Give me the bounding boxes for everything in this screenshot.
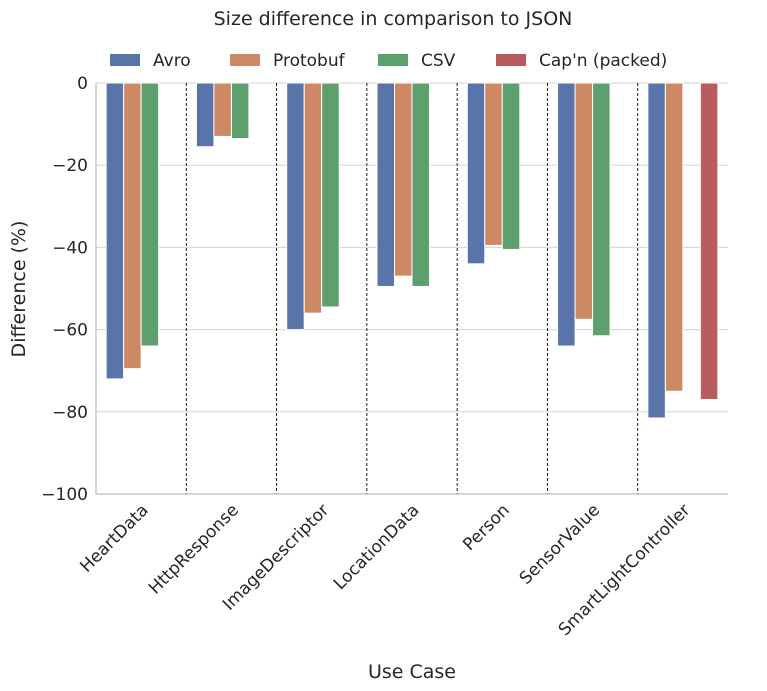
bar xyxy=(411,82,430,287)
y-tick-label: −100 xyxy=(41,485,88,505)
bar xyxy=(699,82,719,400)
y-tick-label: −40 xyxy=(52,238,88,258)
category-separators xyxy=(185,83,639,494)
bar xyxy=(303,82,323,314)
x-tick-label: LocationData xyxy=(330,500,424,594)
bar xyxy=(230,82,250,139)
x-tick-label: HttpResponse xyxy=(145,500,243,598)
bar xyxy=(557,82,576,347)
bar xyxy=(195,82,215,148)
bar xyxy=(105,82,125,380)
x-tick-label: SensorValue xyxy=(516,500,604,588)
x-axis-title: Use Case xyxy=(368,661,456,683)
bar xyxy=(647,82,666,419)
bar xyxy=(376,82,395,287)
bar xyxy=(592,82,611,337)
legend-label: CSV xyxy=(421,51,456,71)
legend-label: Avro xyxy=(153,51,191,71)
bar xyxy=(664,82,684,392)
bar xyxy=(484,82,503,246)
x-tick-label: HeartData xyxy=(76,500,152,576)
bar xyxy=(140,82,160,347)
x-tick-label: Person xyxy=(459,500,514,555)
legend-label: Cap'n (packed) xyxy=(539,51,667,71)
bar xyxy=(574,82,594,320)
legend-swatch xyxy=(378,54,408,66)
y-tick-label: −20 xyxy=(52,156,88,176)
chart-title: Size difference in comparison to JSON xyxy=(214,8,573,30)
axes xyxy=(95,83,728,495)
legend-swatch xyxy=(110,54,140,66)
bar xyxy=(213,82,232,137)
bars xyxy=(105,82,719,419)
bar xyxy=(466,82,486,265)
y-tick-label: −60 xyxy=(52,321,88,341)
y-tick-label: −80 xyxy=(52,403,88,423)
x-tick-labels: HeartDataHttpResponseImageDescriptorLoca… xyxy=(76,500,694,640)
bar xyxy=(394,82,413,277)
y-tick-labels: 0 −20 −40 −60 −80 −100 xyxy=(41,74,88,505)
legend: Avro Protobuf CSV Cap'n (packed) xyxy=(110,51,667,71)
legend-swatch xyxy=(496,54,526,66)
legend-swatch xyxy=(230,54,260,66)
bar xyxy=(501,82,521,250)
y-tick-label: 0 xyxy=(77,74,88,94)
y-axis-title: Difference (%) xyxy=(8,221,30,358)
bar xyxy=(123,82,142,370)
legend-label: Protobuf xyxy=(273,51,346,71)
bar xyxy=(286,82,305,331)
bar xyxy=(321,82,340,308)
